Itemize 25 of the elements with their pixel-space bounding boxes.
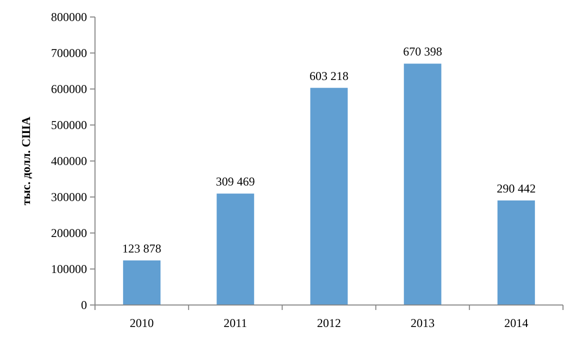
bar	[216, 194, 254, 305]
y-tick-label: 0	[81, 298, 87, 312]
x-tick-label: 2014	[504, 316, 528, 330]
y-tick-label: 700000	[51, 46, 87, 60]
x-tick-label: 2011	[224, 316, 248, 330]
data-label: 290 442	[496, 181, 536, 196]
x-tick-label: 2010	[130, 316, 154, 330]
y-tick-label: 800000	[51, 10, 87, 24]
bar	[123, 260, 161, 305]
y-tick-label: 400000	[51, 154, 87, 168]
data-label: 670 398	[403, 44, 442, 59]
y-tick-label: 100000	[51, 262, 87, 276]
bar	[404, 64, 442, 305]
y-axis-title: тыс. долл. США	[19, 116, 33, 206]
data-label: 123 878	[122, 241, 162, 256]
x-tick-label: 2012	[317, 316, 341, 330]
y-tick-label: 600000	[51, 82, 87, 96]
y-tick-label: 300000	[51, 190, 87, 204]
data-label: 309 469	[216, 174, 255, 189]
y-tick-label: 200000	[51, 226, 87, 240]
y-tick-label: 500000	[51, 118, 87, 132]
bar	[497, 200, 535, 305]
x-tick-label: 2013	[410, 316, 435, 330]
data-label: 603 218	[310, 68, 348, 83]
bar	[310, 88, 348, 305]
